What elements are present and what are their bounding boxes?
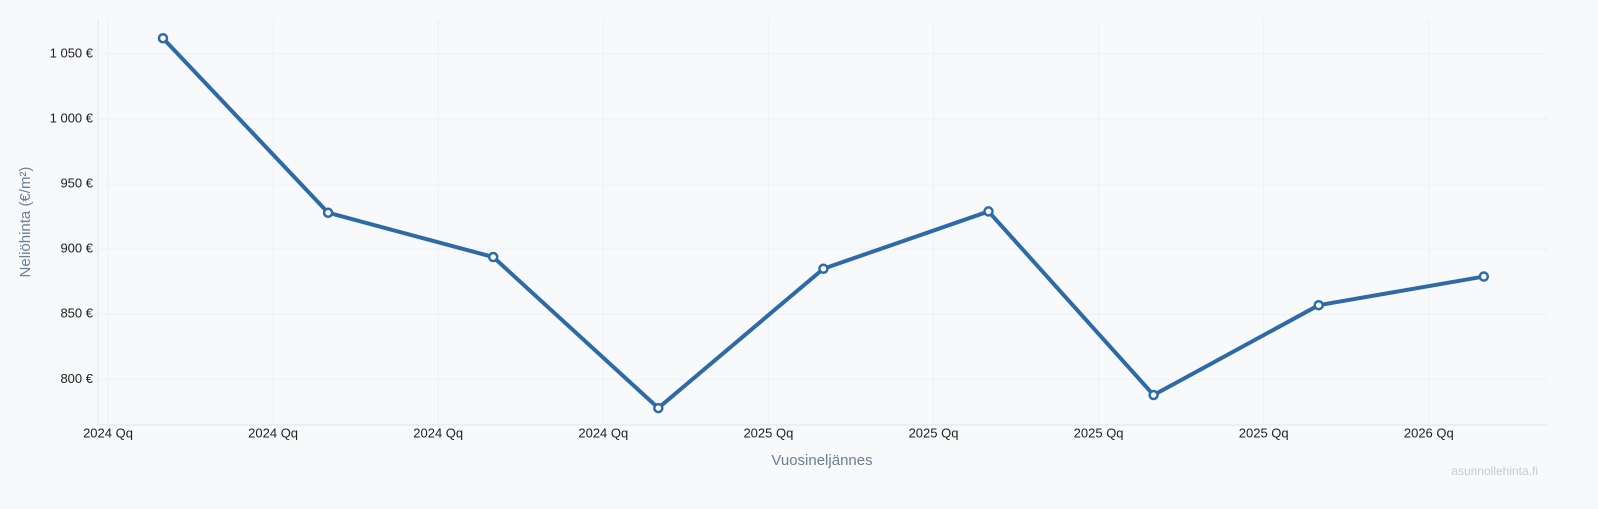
point [1478,271,1490,282]
line [161,36,1485,411]
x-tick-label: 2024 Qq [248,425,298,440]
y-axis-title: Neliöhinta (€/m²) [17,167,34,278]
x-tick-label: 2025 Qq [1074,425,1124,440]
x-tick-label: 2024 Qq [83,425,133,440]
y-tick-label: 1 000 € [50,110,94,125]
point [653,402,664,414]
point [322,207,334,218]
y-tick-label: 950 € [60,176,93,191]
x-axis-title: Vuosineljännes [771,452,872,469]
x-tick-label: 2025 Qq [1239,425,1289,440]
y-tick-label: 800 € [60,371,93,386]
x-tick-label: 2024 Qq [413,425,463,440]
point [1148,389,1159,401]
point [487,251,499,263]
y-tick-label: 850 € [60,306,93,321]
y-tick-label: 1 050 € [50,45,94,60]
point [983,206,994,217]
point [818,263,829,274]
x-tick-label: 2025 Qq [909,425,959,440]
x-tick-label: 2024 Qq [578,425,628,440]
x-tick-label: 2026 Qq [1404,425,1454,440]
point [1313,299,1324,311]
watermark: asunnollehinta.fi [1451,464,1538,478]
x-tick-label: 2025 Qq [743,425,793,440]
point [157,32,169,44]
y-tick-label: 900 € [60,241,93,256]
